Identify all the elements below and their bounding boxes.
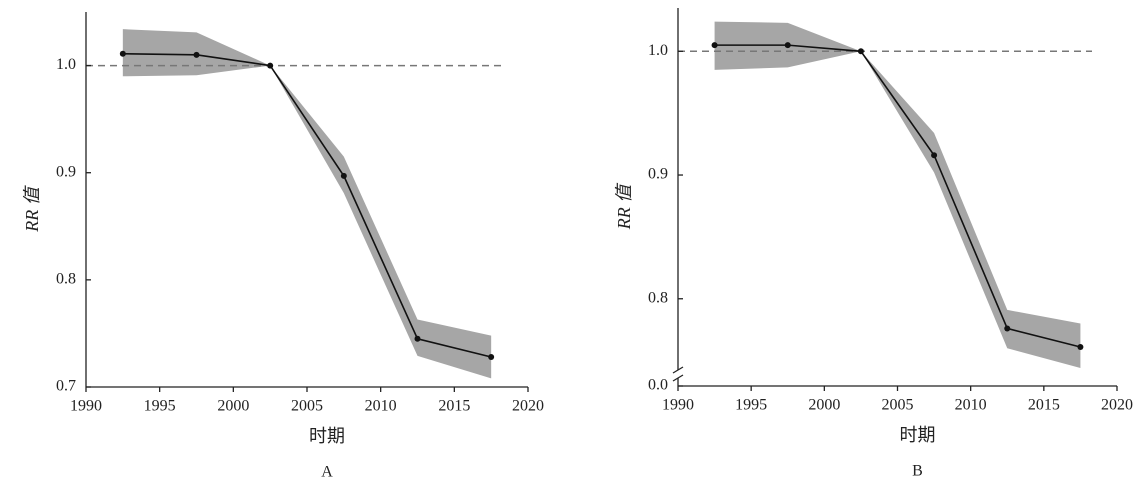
x-tick-label: 2015 <box>1028 397 1060 414</box>
confidence-band <box>714 21 1081 369</box>
y-axis-label: RR 值 <box>22 184 42 232</box>
x-tick-label: 1990 <box>70 398 102 415</box>
axis-break <box>672 374 684 382</box>
rr-point <box>119 50 126 57</box>
rr-point <box>1004 325 1011 332</box>
rr-point <box>784 42 791 49</box>
x-tick-label: 2005 <box>882 397 914 414</box>
x-tick-label: 2015 <box>438 398 470 415</box>
x-axis-label: 时期 <box>309 426 345 446</box>
y-tick-label: 0.8 <box>648 289 668 306</box>
panel-label: B <box>912 463 923 480</box>
x-tick-label: 2000 <box>217 398 249 415</box>
x-tick-label: 1995 <box>735 397 767 414</box>
confidence-band <box>122 29 492 379</box>
y-tick-label: 0.9 <box>56 163 76 180</box>
x-tick-label: 2020 <box>1101 397 1133 414</box>
x-tick-label: 2000 <box>808 397 840 414</box>
y-axis-label: RR 值 <box>614 182 634 230</box>
x-tick-label: 1995 <box>144 398 176 415</box>
y-tick-label: 0.9 <box>648 166 668 183</box>
rr-line <box>122 52 492 358</box>
rr-point <box>193 51 200 58</box>
rr-point <box>1077 344 1084 351</box>
y-tick-label: 1.0 <box>56 56 76 73</box>
y-tick-label: 0.0 <box>648 377 668 394</box>
y-tick-label: 0.7 <box>56 378 76 395</box>
x-axis-label: 时期 <box>900 425 936 445</box>
axis-break <box>672 366 684 374</box>
y-tick-label: 1.0 <box>648 42 668 59</box>
rr-point <box>414 335 421 342</box>
rr-line <box>714 44 1081 348</box>
panel-label: A <box>321 464 333 481</box>
x-tick-label: 2010 <box>955 397 987 414</box>
rr-point <box>711 42 718 49</box>
x-tick-label: 2020 <box>512 398 544 415</box>
rr-point <box>340 172 347 179</box>
rr-point <box>488 354 495 360</box>
x-tick-label: 2005 <box>291 398 323 415</box>
x-tick-label: 2010 <box>365 398 397 415</box>
rr-point <box>857 48 864 55</box>
rr-point <box>267 62 274 69</box>
rr-point <box>931 152 938 159</box>
x-tick-label: 1990 <box>662 397 694 414</box>
y-tick-label: 0.8 <box>56 271 76 288</box>
